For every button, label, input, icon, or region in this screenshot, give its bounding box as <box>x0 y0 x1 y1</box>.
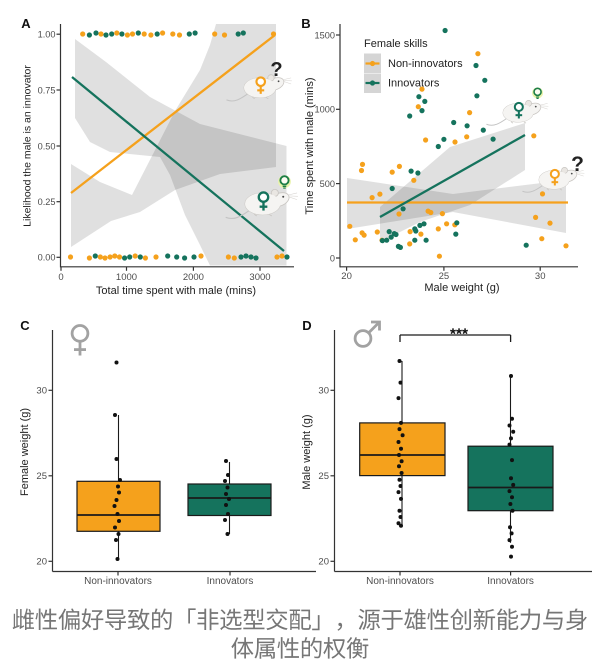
svg-text:25: 25 <box>439 271 450 282</box>
svg-text:Innovators: Innovators <box>487 576 534 587</box>
svg-text:500: 500 <box>320 179 335 189</box>
svg-text:Likelihood the male is an inno: Likelihood the male is an innovator <box>22 65 34 227</box>
svg-text:Innovators: Innovators <box>207 576 254 587</box>
svg-text:Male weight (g): Male weight (g) <box>424 282 499 294</box>
svg-text:0.25: 0.25 <box>38 197 56 207</box>
svg-text:Male weight (g): Male weight (g) <box>301 414 313 489</box>
svg-text:30: 30 <box>36 386 47 397</box>
svg-text:0.50: 0.50 <box>38 141 56 151</box>
svg-text:A: A <box>21 16 31 31</box>
svg-text:25: 25 <box>318 471 329 482</box>
svg-text:0.75: 0.75 <box>38 85 56 95</box>
svg-text:Time spent with male (mins): Time spent with male (mins) <box>304 77 316 214</box>
svg-text:Female skills: Female skills <box>364 38 428 50</box>
svg-text:Innovators: Innovators <box>388 78 440 90</box>
svg-text:2000: 2000 <box>183 272 204 283</box>
svg-text:0: 0 <box>58 272 63 283</box>
svg-text:Non-innovators: Non-innovators <box>388 58 463 70</box>
svg-text:Non-innovators: Non-innovators <box>84 576 152 587</box>
svg-text:1000: 1000 <box>116 272 137 283</box>
svg-text:0: 0 <box>330 253 335 263</box>
svg-text:1000: 1000 <box>315 105 335 115</box>
svg-text:25: 25 <box>36 471 47 482</box>
svg-text:1500: 1500 <box>315 30 335 40</box>
svg-text:20: 20 <box>341 271 352 282</box>
svg-text:B: B <box>301 16 310 31</box>
svg-text:30: 30 <box>318 386 329 397</box>
svg-text:Non-innovators: Non-innovators <box>366 576 434 587</box>
svg-text:3000: 3000 <box>249 272 270 283</box>
svg-text:20: 20 <box>318 557 329 568</box>
svg-text:D: D <box>302 318 311 333</box>
svg-text:30: 30 <box>535 271 546 282</box>
svg-text:Total time spent with male (mi: Total time spent with male (mins) <box>96 285 256 297</box>
svg-text:0.00: 0.00 <box>38 253 56 263</box>
svg-text:1.00: 1.00 <box>38 30 56 40</box>
svg-text:Female weight (g): Female weight (g) <box>19 408 31 496</box>
svg-text:20: 20 <box>36 557 47 568</box>
svg-text:C: C <box>20 318 30 333</box>
